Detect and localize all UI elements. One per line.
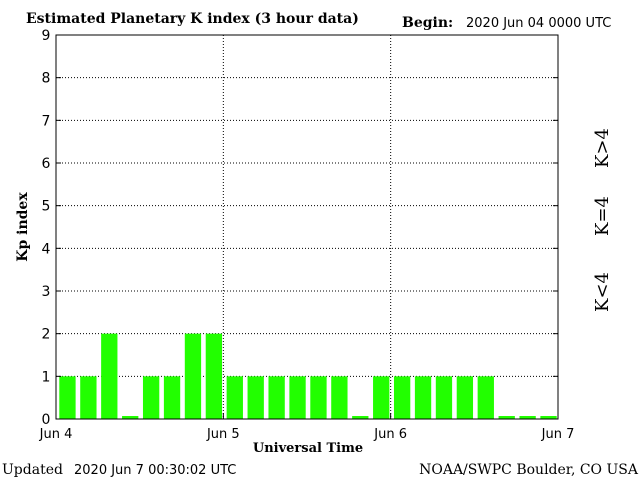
kp-bar [268,376,285,419]
x-axis-label: Universal Time [253,441,363,456]
chart-title: Estimated Planetary K index (3 hour data… [26,11,359,27]
kp-bar [142,376,160,419]
kp-bar [59,376,76,419]
y-tick-label: 1 [42,369,51,385]
kp-bar [435,376,453,419]
x-tick-label: Jun 7 [541,427,575,442]
kp-bar [373,376,390,419]
bar-series [59,333,557,419]
kp-bar [540,416,557,419]
plot-frame [55,34,559,420]
kp-bar [414,376,432,419]
kp-bar [205,333,223,419]
kp-bar [331,376,348,419]
kp-bar [163,376,181,419]
y-tick-label: 2 [42,327,51,343]
x-tick-label: Jun 5 [206,427,240,442]
x-axis-ticks: Jun 4 Jun 5 Jun 6 Jun 7 [39,413,575,442]
kp-bar [289,376,306,419]
legend-k-above-4: K>4 [592,128,613,168]
kp-bar [101,333,118,419]
y-axis-ticks: 0 1 2 3 4 5 6 7 8 9 [42,28,558,428]
y-tick-label: 3 [42,284,51,300]
y-tick-label: 8 [42,71,51,87]
kp-bar [498,416,515,419]
x-tick-label: Jun 4 [39,427,73,442]
kp-bar [247,376,264,419]
kp-bar [352,416,369,419]
y-axis-label: Kp index [15,192,31,262]
kp-bar [393,376,411,419]
y-tick-label: 7 [42,113,51,129]
source-credit: NOAA/SWPC Boulder, CO USA [419,462,639,478]
y-tick-label: 9 [42,28,51,44]
kp-bar [456,376,474,419]
kp-bar [519,416,536,419]
kp-bar [80,376,97,419]
kp-bar [310,376,327,419]
updated-label: Updated [2,462,63,478]
y-tick-label: 0 [42,412,51,428]
kp-bar [477,376,494,419]
begin-label: Begin: [402,15,453,31]
legend-k-below-4: K<4 [592,272,613,312]
kp-bar [184,333,202,419]
updated-value: 2020 Jun 7 00:30:02 UTC [74,463,236,478]
y-tick-label: 4 [42,241,51,257]
x-tick-label: Jun 6 [373,427,407,442]
legend-k-equals-4: K=4 [592,196,613,236]
begin-value: 2020 Jun 04 0000 UTC [466,16,611,31]
grid-lines [56,34,558,419]
kp-bar [122,416,139,419]
y-tick-label: 5 [42,199,51,215]
y-tick-label: 6 [42,156,51,172]
kp-bar [226,376,243,419]
